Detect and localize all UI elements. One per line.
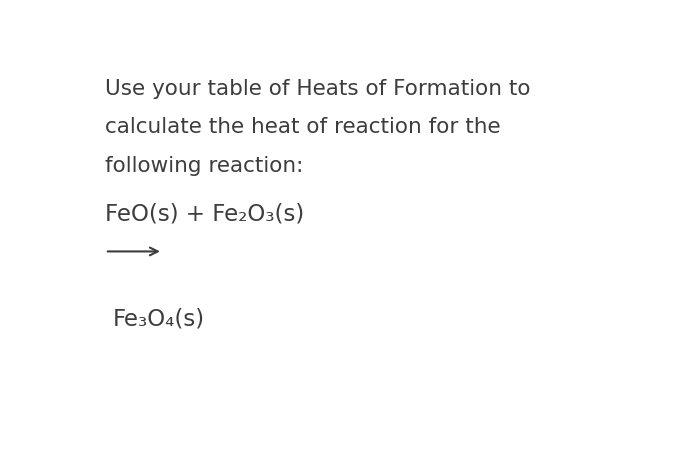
Text: FeO(s) + Fe₂O₃(s): FeO(s) + Fe₂O₃(s) <box>105 202 304 226</box>
Text: Fe₃O₄(s): Fe₃O₄(s) <box>113 307 205 330</box>
Text: Use your table of Heats of Formation to: Use your table of Heats of Formation to <box>105 79 530 99</box>
Text: following reaction:: following reaction: <box>105 155 304 175</box>
Text: calculate the heat of reaction for the: calculate the heat of reaction for the <box>105 117 500 137</box>
